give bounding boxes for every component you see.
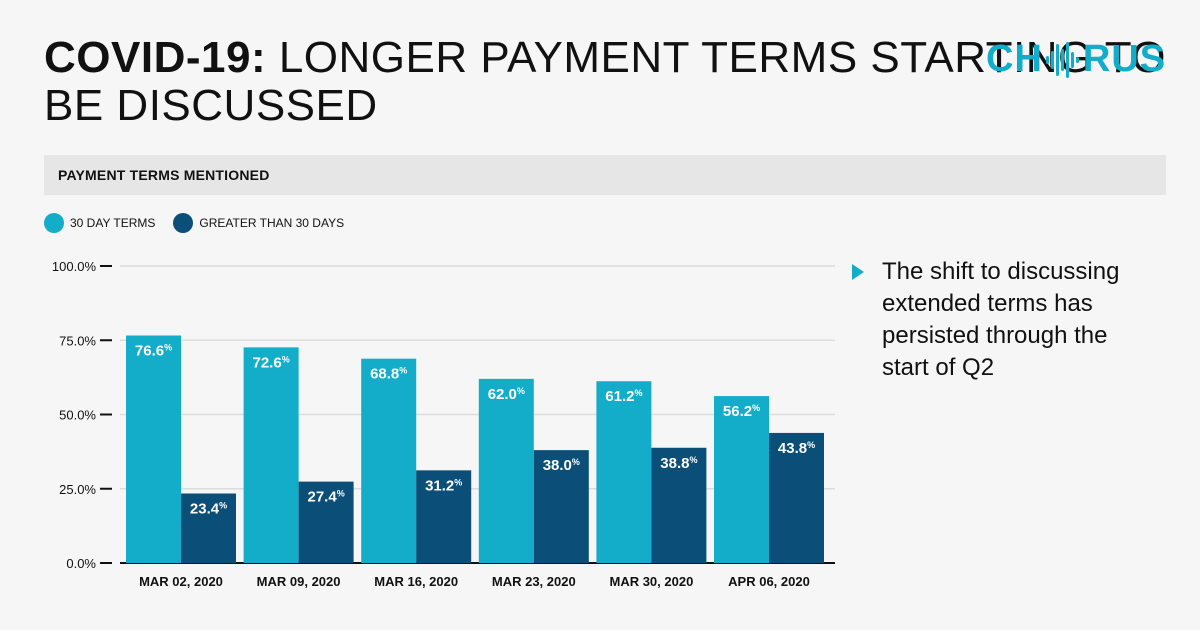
legend-swatch-30-day (44, 213, 64, 233)
y-tick-label: 0.0% (66, 556, 96, 571)
bar-greater-30 (181, 493, 236, 563)
legend-swatch-greater-30 (173, 213, 194, 233)
data-label: 56.2% (723, 403, 760, 420)
data-label: 62.0% (488, 386, 525, 403)
legend-label-30-day: 30 DAY TERMS (70, 216, 156, 230)
bar-greater-30 (769, 432, 824, 563)
bar-30-day (243, 347, 299, 563)
logo-text-start: CH (986, 38, 1043, 80)
chorus-logo: CH RUS (986, 38, 1166, 81)
title-bold: COVID-19: (44, 33, 267, 82)
data-label: 38.8% (660, 455, 697, 472)
bar-30-day (126, 335, 181, 563)
legend-item-30-day: 30 DAY TERMS (44, 213, 155, 233)
data-label: 61.2% (605, 388, 642, 405)
y-tick-label: 100.0% (52, 259, 97, 274)
bar-greater-30 (298, 481, 354, 563)
data-label: 72.6% (252, 354, 289, 371)
legend-label-greater-30: GREATER THAN 30 DAYS (199, 216, 345, 230)
bar-30-day (478, 378, 534, 563)
bar-greater-30 (651, 447, 707, 563)
legend-item-greater-30: GREATER THAN 30 DAYS (173, 213, 344, 233)
section-header: PAYMENT TERMS MENTIONED (44, 155, 1166, 195)
x-tick-label: MAR 02, 2020 (139, 574, 223, 589)
insight-text: The shift to discussing extended terms h… (882, 258, 1120, 381)
data-label: 43.8% (778, 440, 815, 457)
section-label: PAYMENT TERMS MENTIONED (58, 167, 270, 183)
data-label: 76.6% (135, 342, 172, 359)
x-tick-label: MAR 09, 2020 (257, 574, 341, 589)
bar-greater-30 (533, 450, 589, 563)
bar-greater-30 (416, 470, 472, 563)
title-rest: LONGER PAYMENT TERMS STARTING TO BE DISC… (44, 33, 1167, 130)
y-tick-label: 25.0% (59, 482, 96, 497)
logo-text-end: RUS (1082, 38, 1167, 80)
x-tick-label: APR 06, 2020 (728, 574, 810, 589)
play-arrow-icon (852, 264, 864, 280)
data-label: 68.8% (370, 366, 407, 383)
x-tick-label: MAR 30, 2020 (609, 574, 693, 589)
x-tick-label: MAR 16, 2020 (374, 574, 458, 589)
bar-30-day (714, 396, 769, 563)
bar-30-day (361, 358, 417, 563)
insight-note: The shift to discussing extended terms h… (852, 256, 1152, 384)
page-title: COVID-19: LONGER PAYMENT TERMS STARTING … (44, 34, 1200, 130)
sound-wave-icon (1045, 41, 1079, 78)
data-label: 31.2% (425, 477, 462, 494)
data-label: 38.0% (543, 457, 580, 474)
x-tick-label: MAR 23, 2020 (492, 574, 576, 589)
y-tick-label: 75.0% (59, 333, 96, 348)
y-tick-label: 50.0% (59, 408, 96, 423)
data-label: 23.4% (190, 501, 227, 518)
bar-30-day (596, 381, 652, 563)
chart-legend: 30 DAY TERMS GREATER THAN 30 DAYS (44, 213, 362, 233)
data-label: 27.4% (307, 489, 344, 506)
